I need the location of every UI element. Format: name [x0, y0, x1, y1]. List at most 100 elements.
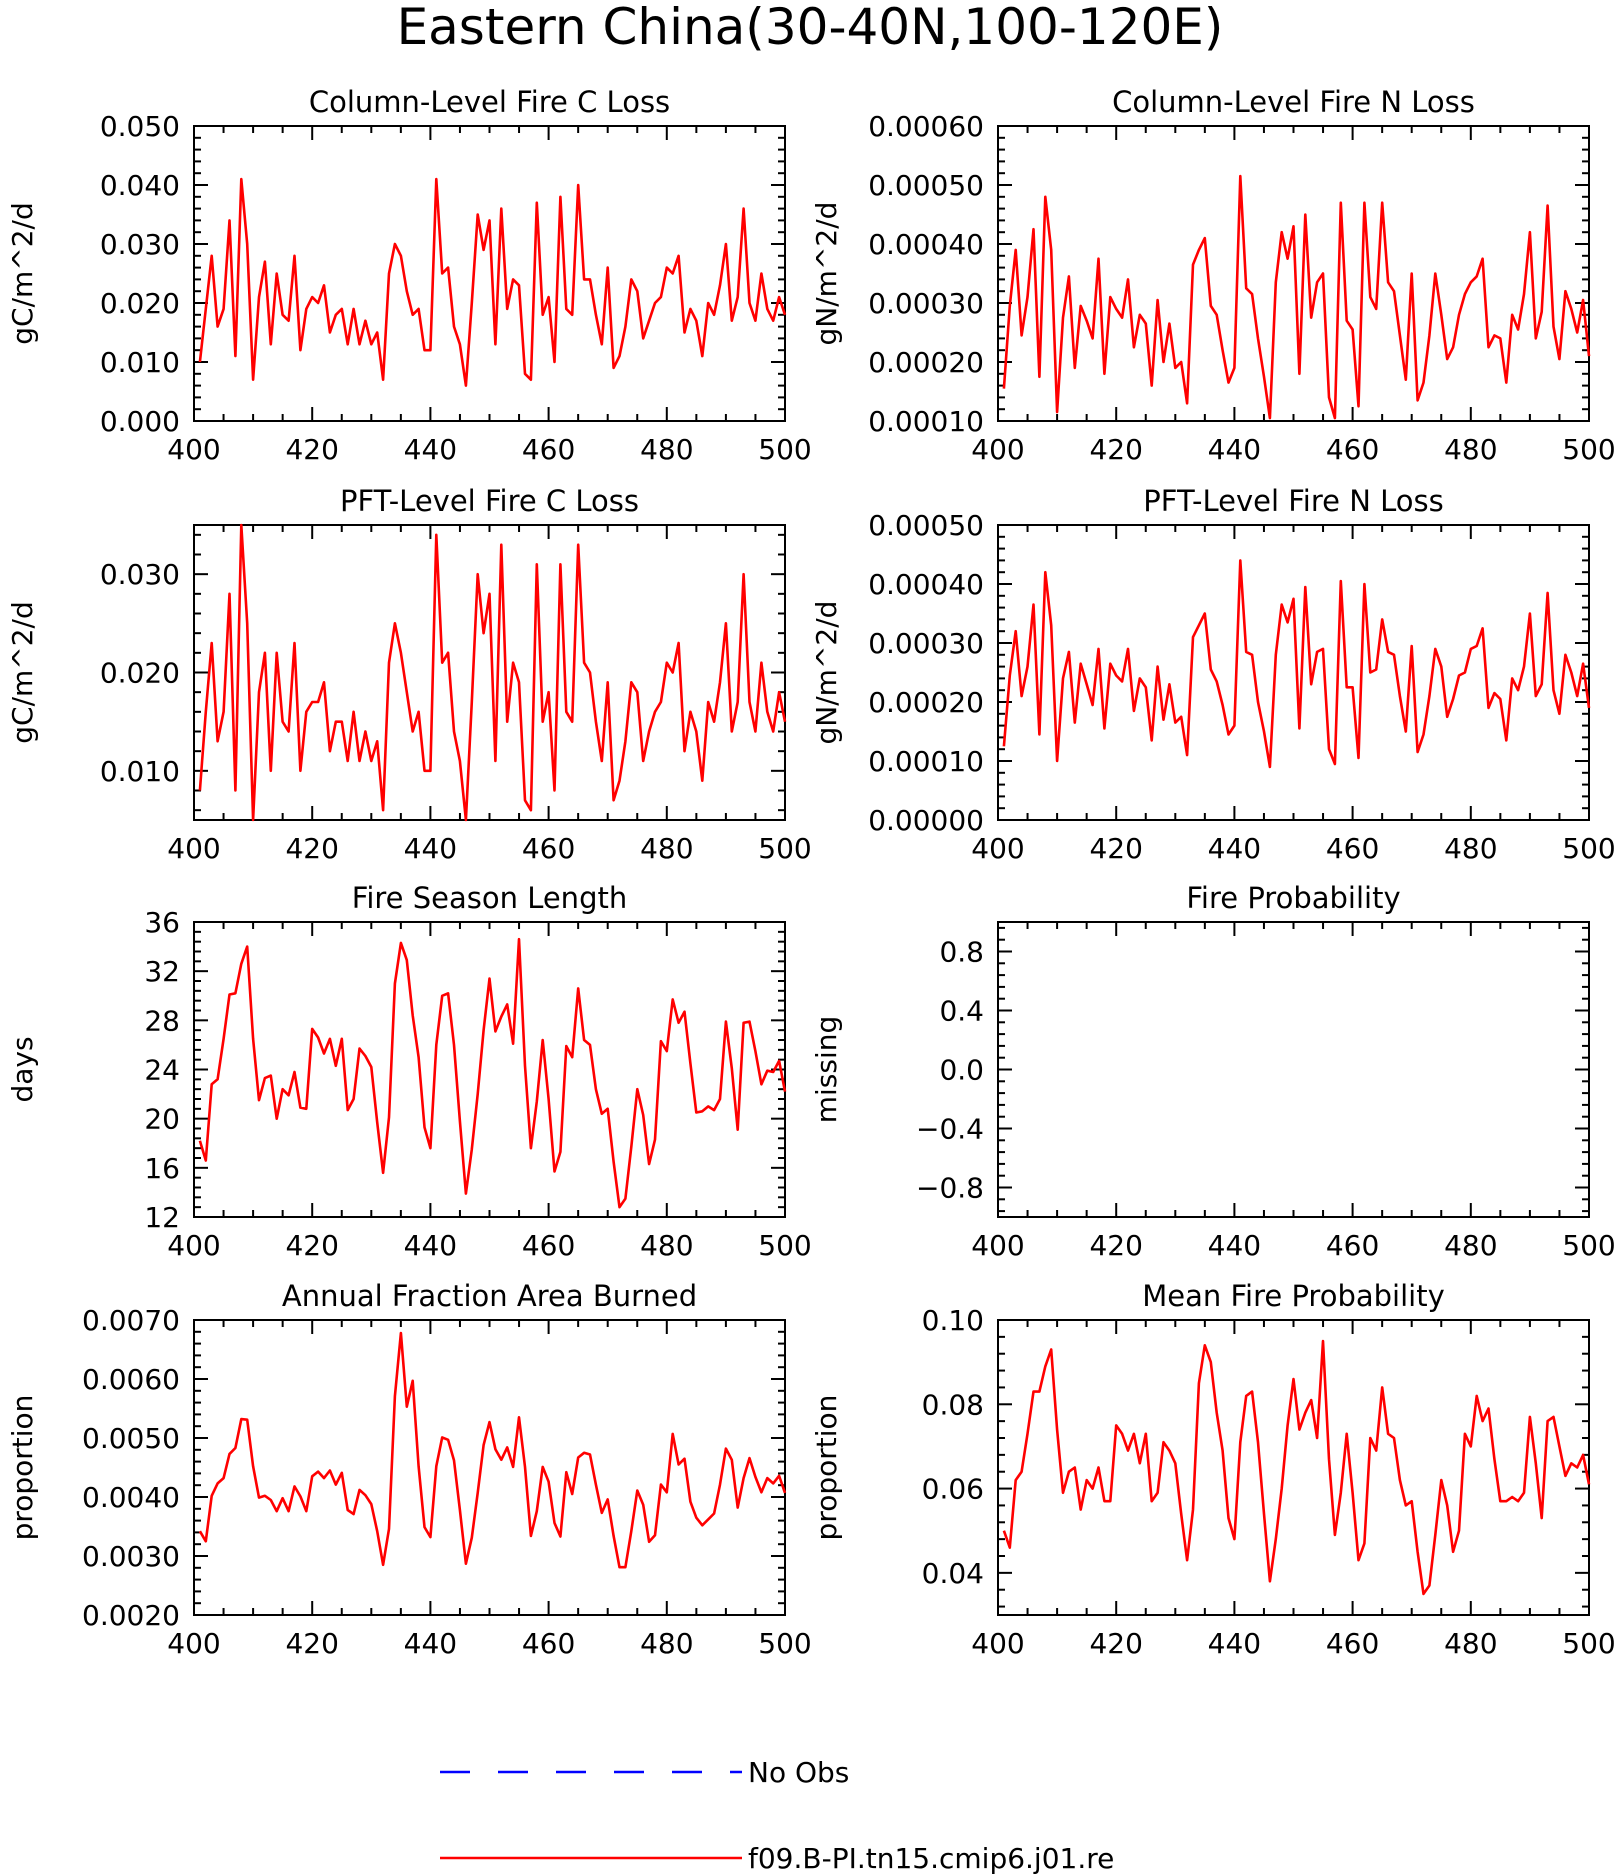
x-tick-label: 500	[758, 1627, 811, 1660]
x-tick-label: 420	[1089, 433, 1142, 466]
y-tick-label: 0.00030	[868, 627, 984, 660]
x-tick-label: 480	[1444, 1627, 1497, 1660]
y-axis-label: proportion	[6, 1395, 39, 1541]
legend-obs-label: No Obs	[748, 1756, 849, 1789]
x-tick-label: 440	[404, 433, 457, 466]
panel-title: Column-Level Fire N Loss	[1112, 85, 1475, 119]
y-tick-label: 24	[144, 1054, 180, 1087]
y-tick-label: 0.050	[100, 110, 180, 143]
y-tick-label: 0.00000	[868, 804, 984, 837]
y-tick-label: 0.00010	[868, 745, 984, 778]
y-tick-label: 0.0	[939, 1054, 984, 1087]
panel-title: PFT-Level Fire C Loss	[340, 484, 639, 518]
y-tick-label: 0.10	[922, 1304, 984, 1337]
panel-title: PFT-Level Fire N Loss	[1143, 484, 1443, 518]
y-tick-label: 0.040	[100, 169, 180, 202]
x-tick-label: 420	[285, 1627, 338, 1660]
y-tick-label: 0.00060	[868, 110, 984, 143]
y-tick-label: 12	[144, 1201, 180, 1234]
x-tick-label: 400	[167, 832, 220, 865]
x-tick-label: 400	[971, 1229, 1024, 1262]
x-tick-label: 480	[1444, 1229, 1497, 1262]
x-tick-label: 460	[1326, 433, 1379, 466]
legend-model-label: f09.B-PI.tn15.cmip6.j01.re	[748, 1842, 1114, 1875]
y-tick-label: 0.020	[100, 287, 180, 320]
x-tick-label: 480	[640, 832, 693, 865]
y-tick-label: 0.0070	[82, 1304, 180, 1337]
x-tick-label: 500	[1562, 1627, 1615, 1660]
y-tick-label: 0.030	[100, 228, 180, 261]
x-tick-label: 480	[640, 1627, 693, 1660]
x-tick-label: 400	[167, 1627, 220, 1660]
x-tick-label: 400	[167, 433, 220, 466]
y-tick-label: 0.010	[100, 755, 180, 788]
x-tick-label: 460	[1326, 832, 1379, 865]
y-tick-label: 0.000	[100, 405, 180, 438]
y-tick-label: 0.020	[100, 657, 180, 690]
y-axis-label: gN/m^2/d	[810, 202, 843, 346]
chart-panel-6: 400 420 440 460 480 500 −0.8 −0.4 0.0 0.4 0.8 Fire …	[810, 881, 1616, 1262]
y-tick-label: −0.8	[916, 1172, 984, 1205]
x-tick-label: 500	[1562, 433, 1615, 466]
y-axis-label: gC/m^2/d	[6, 601, 39, 744]
x-tick-label: 440	[1208, 832, 1261, 865]
x-tick-label: 400	[971, 433, 1024, 466]
y-tick-label: 0.0040	[82, 1481, 180, 1514]
y-axis-label: days	[6, 1036, 39, 1102]
series-line	[1002, 1339, 1591, 1596]
panel-title: Mean Fire Probability	[1142, 1279, 1445, 1313]
series-line	[198, 177, 787, 387]
x-tick-label: 460	[522, 1229, 575, 1262]
y-tick-label: 0.00030	[868, 287, 984, 320]
y-tick-label: 0.0060	[82, 1363, 180, 1396]
y-tick-label: 0.00050	[868, 509, 984, 542]
x-tick-label: 460	[1326, 1229, 1379, 1262]
x-tick-label: 500	[1562, 832, 1615, 865]
y-tick-label: 0.00020	[868, 686, 984, 719]
x-tick-label: 460	[1326, 1627, 1379, 1660]
x-tick-label: 440	[1208, 433, 1261, 466]
chart-panel-5: 400 420 440 460 480 500 12 16 20 24 28 32 36 Fire Sea…	[6, 881, 812, 1262]
panels-container: 400 420 440 460 480 5000.0000.0100.0200.0300.…	[6, 85, 1616, 1660]
x-tick-label: 400	[167, 1229, 220, 1262]
y-tick-label: 0.4	[939, 995, 984, 1028]
series-line	[1002, 174, 1591, 420]
y-tick-label: 20	[144, 1103, 180, 1136]
y-tick-label: 0.08	[922, 1388, 984, 1421]
legend: No Obs f09.B-PI.tn15.cmip6.j01.re	[440, 1756, 1114, 1875]
y-tick-label: 0.8	[939, 936, 984, 969]
x-tick-label: 440	[404, 832, 457, 865]
y-axis-label: proportion	[810, 1395, 843, 1541]
panel-title: Fire Season Length	[352, 881, 627, 915]
y-tick-label: 0.010	[100, 346, 180, 379]
x-tick-label: 480	[1444, 832, 1497, 865]
x-tick-label: 460	[522, 433, 575, 466]
y-tick-label: 0.030	[100, 558, 180, 591]
x-tick-label: 440	[404, 1627, 457, 1660]
y-tick-label: 0.04	[922, 1557, 984, 1590]
y-tick-label: 0.00010	[868, 405, 984, 438]
y-axis-label: gC/m^2/d	[6, 202, 39, 345]
chart-panel-7: 400 420 440 460 480 500 0.0020 0.0030 0.0040 0.00…	[6, 1279, 812, 1660]
y-tick-label: 0.00020	[868, 346, 984, 379]
chart-panel-2: 400 420 440 460 480 500 0.00010 0.00020 0.00030 0…	[810, 85, 1616, 466]
chart-panel-8: 400 420 440 460 480 500 0.04 0.06 0.08 0.10 Mean F…	[810, 1279, 1616, 1660]
x-tick-label: 460	[522, 1627, 575, 1660]
chart-panel-4: 400 420 440 460 480 500 0.00000 0.00010 0.00020 0…	[810, 484, 1616, 865]
panel-title: Column-Level Fire C Loss	[309, 85, 670, 119]
y-tick-label: 16	[144, 1152, 180, 1185]
y-tick-label: 0.00040	[868, 228, 984, 261]
y-tick-label: 28	[144, 1004, 180, 1037]
y-tick-label: 0.0020	[82, 1599, 180, 1632]
x-tick-label: 440	[404, 1229, 457, 1262]
panel-title: Annual Fraction Area Burned	[282, 1279, 697, 1313]
x-tick-label: 400	[971, 1627, 1024, 1660]
series-line	[198, 1331, 787, 1569]
chart-panel-1: 400 420 440 460 480 500 0.000 0.010 0.020 0.030 0.…	[6, 85, 812, 466]
x-tick-label: 500	[1562, 1229, 1615, 1262]
y-tick-label: 32	[144, 955, 180, 988]
x-tick-label: 500	[758, 433, 811, 466]
figure-title: Eastern China(30-40N,100-120E)	[397, 0, 1224, 56]
